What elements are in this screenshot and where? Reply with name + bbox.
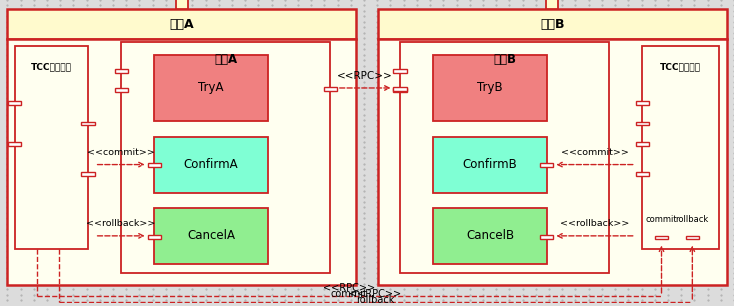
Bar [546,0,558,9]
Text: 服务B: 服务B [493,53,516,66]
Text: commit: commit [646,215,677,224]
Text: commit: commit [331,289,368,299]
Text: rollback: rollback [676,215,709,224]
Bar [636,142,649,146]
Bar [636,101,649,105]
Bar [81,173,95,176]
Bar [540,163,553,167]
Text: CancelB: CancelB [466,230,514,242]
Text: ConfirmB: ConfirmB [462,158,517,171]
Bar [433,54,547,121]
Bar [15,46,88,249]
Bar [121,43,330,273]
Text: <<RPC>>: <<RPC>> [338,71,393,81]
Bar [642,46,719,249]
Text: TCC事务框架: TCC事务框架 [661,62,701,71]
Text: <<commit>>: <<commit>> [561,148,628,157]
Text: TCC事务框架: TCC事务框架 [31,62,72,71]
Bar [148,163,161,167]
Text: <<commit>>: <<commit>> [87,148,155,157]
Bar [115,69,128,73]
Bar [7,39,356,285]
Text: TryA: TryA [198,81,224,95]
Bar [324,87,337,91]
Bar [686,236,699,239]
Bar [393,87,407,91]
Bar [115,88,128,92]
Text: CancelA: CancelA [187,230,235,242]
Bar [378,9,727,39]
Bar [433,136,547,193]
Bar [636,122,649,125]
Text: <<RPC>>: <<RPC>> [323,283,375,293]
Text: TryB: TryB [477,81,503,95]
Bar [540,235,553,239]
Bar [8,142,21,146]
Bar [655,236,668,239]
Bar [154,136,268,193]
Text: <<RPC>>: <<RPC>> [349,289,401,299]
Bar [393,88,407,92]
Bar [176,0,188,9]
Text: <<rollback>>: <<rollback>> [87,219,156,228]
Text: ConfirmA: ConfirmA [184,158,239,171]
Bar [636,173,649,176]
Bar [400,43,609,273]
Bar [393,69,407,73]
Bar [433,208,547,264]
Bar [148,235,161,239]
Bar [154,208,268,264]
Text: 系统A: 系统A [170,18,194,31]
Text: <<rollback>>: <<rollback>> [560,219,629,228]
Bar [154,54,268,121]
Text: 系统B: 系统B [540,18,564,31]
Text: rollback: rollback [356,295,395,305]
Text: 服务A: 服务A [214,53,237,66]
Bar [81,122,95,125]
Bar [7,9,356,39]
Bar [378,39,727,285]
Bar [8,101,21,105]
